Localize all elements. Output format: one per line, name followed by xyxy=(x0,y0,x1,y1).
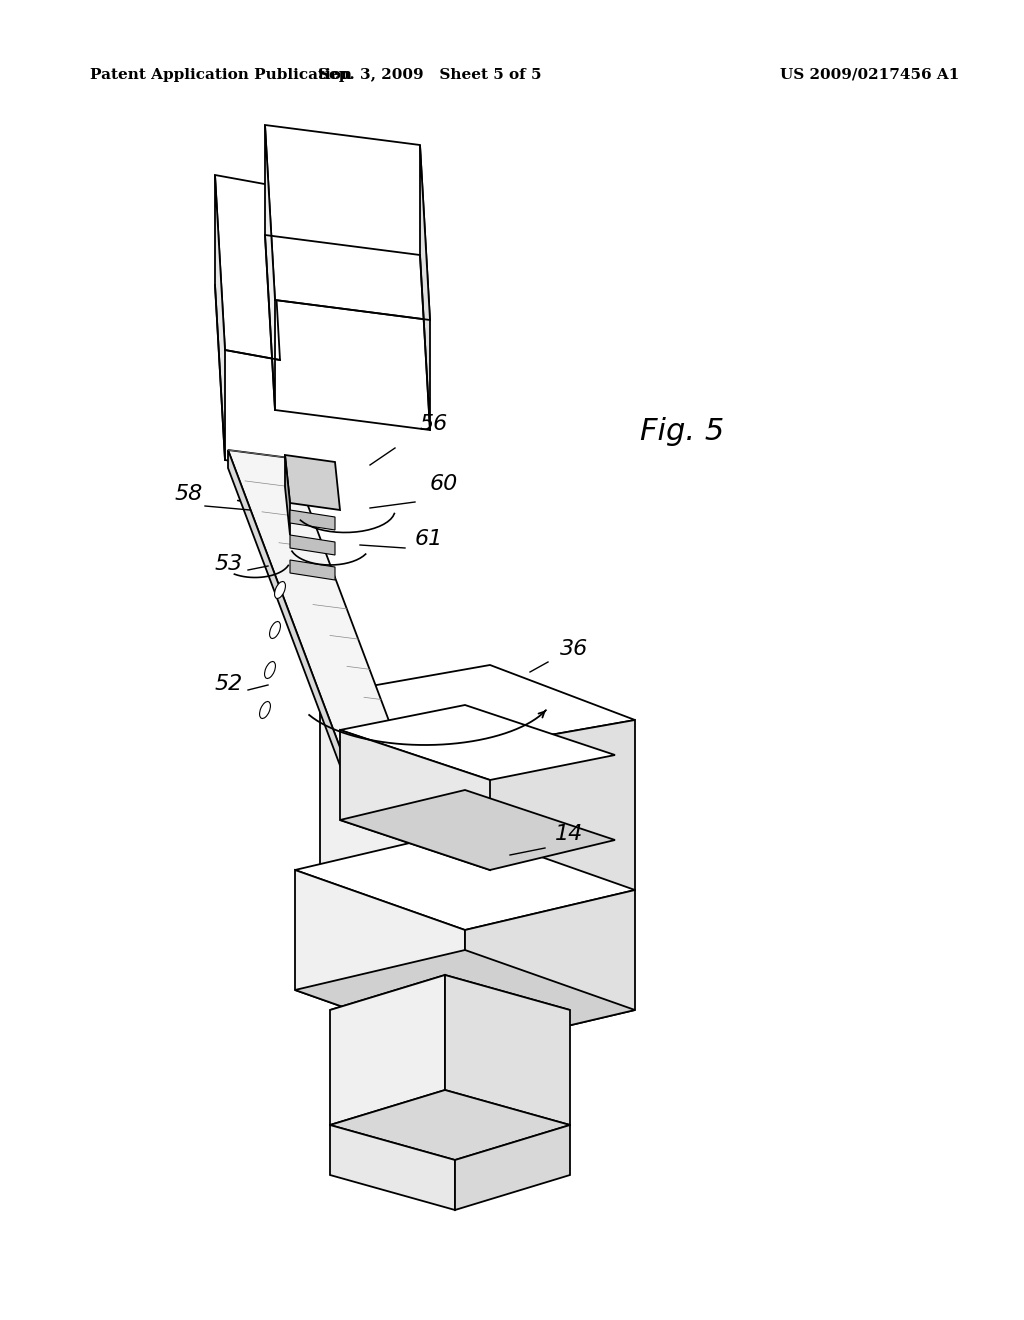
Polygon shape xyxy=(319,696,465,920)
Polygon shape xyxy=(295,830,635,931)
Polygon shape xyxy=(330,975,570,1045)
Ellipse shape xyxy=(269,622,281,639)
Polygon shape xyxy=(265,125,430,319)
Text: 52: 52 xyxy=(215,675,244,694)
Polygon shape xyxy=(285,455,290,535)
Polygon shape xyxy=(330,975,445,1125)
Text: 56: 56 xyxy=(420,414,449,434)
Polygon shape xyxy=(295,950,635,1049)
Text: 36: 36 xyxy=(560,639,588,659)
Text: 60: 60 xyxy=(430,474,459,494)
Polygon shape xyxy=(228,450,353,800)
Ellipse shape xyxy=(259,701,270,718)
Ellipse shape xyxy=(274,582,286,598)
Text: 53: 53 xyxy=(215,554,244,574)
Polygon shape xyxy=(265,125,275,411)
Polygon shape xyxy=(445,975,570,1125)
Polygon shape xyxy=(290,510,335,531)
Polygon shape xyxy=(285,455,340,510)
Text: 61: 61 xyxy=(415,529,443,549)
Polygon shape xyxy=(340,730,490,870)
Polygon shape xyxy=(290,535,335,554)
Polygon shape xyxy=(319,665,635,750)
Polygon shape xyxy=(340,789,615,870)
Polygon shape xyxy=(465,719,635,920)
Text: 14: 14 xyxy=(555,824,584,843)
Polygon shape xyxy=(215,176,280,360)
Polygon shape xyxy=(215,176,225,459)
Polygon shape xyxy=(295,870,465,1049)
Text: Sep. 3, 2009   Sheet 5 of 5: Sep. 3, 2009 Sheet 5 of 5 xyxy=(318,69,542,82)
Polygon shape xyxy=(465,890,635,1049)
Ellipse shape xyxy=(264,661,275,678)
Polygon shape xyxy=(330,1090,570,1160)
Polygon shape xyxy=(290,560,335,579)
Text: US 2009/0217456 A1: US 2009/0217456 A1 xyxy=(780,69,959,82)
Polygon shape xyxy=(330,1125,455,1210)
Text: Patent Application Publication: Patent Application Publication xyxy=(90,69,352,82)
Text: 58: 58 xyxy=(175,484,203,504)
Polygon shape xyxy=(340,705,615,780)
Polygon shape xyxy=(455,1125,570,1210)
Polygon shape xyxy=(228,450,415,789)
Polygon shape xyxy=(420,145,430,430)
Text: Fig. 5: Fig. 5 xyxy=(640,417,724,446)
